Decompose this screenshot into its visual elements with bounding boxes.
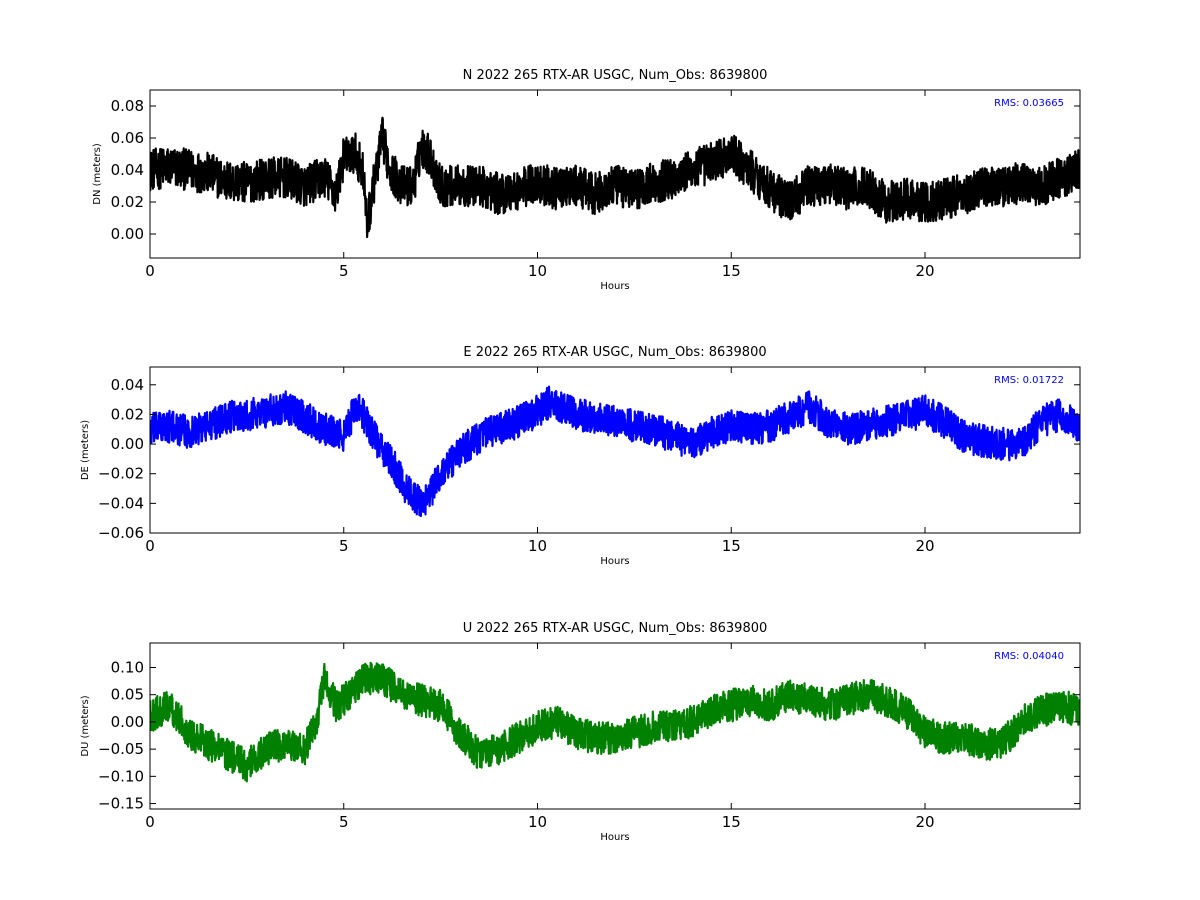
- east-x-tick-label: 20: [915, 537, 934, 555]
- east-y-tick-label: 0.02: [111, 405, 144, 423]
- up-x-tick-label: 20: [915, 813, 934, 831]
- east-y-tick-label: −0.04: [98, 494, 144, 512]
- up-y-tick-label: −0.10: [98, 767, 144, 785]
- east-y-tick-label: 0.00: [111, 435, 144, 453]
- up-y-tick-label: −0.05: [98, 740, 144, 758]
- north-y-tick-label: 0.00: [111, 225, 144, 243]
- north-axes-frame: [149, 89, 1081, 259]
- east-series-line: [150, 385, 1080, 518]
- up-y-tick-label: 0.00: [111, 713, 144, 731]
- north-x-tick-label: 20: [915, 262, 934, 280]
- north-y-axis-label: DN (meters): [92, 143, 103, 205]
- up-y-tick-label: 0.10: [111, 658, 144, 676]
- up-x-axis-label: Hours: [600, 832, 629, 843]
- up-chart-title: U 2022 265 RTX-AR USGC, Num_Obs: 8639800: [463, 621, 768, 636]
- panel-east: 0 5 10 15 20 −0.06 −0.04 −0.02 0.00 0.02 0.04 E 202…: [80, 345, 1081, 567]
- up-x-tick-label: 5: [339, 813, 349, 831]
- north-y-tick-label: 0.02: [111, 193, 144, 211]
- up-y-axis-label: DU (meters): [80, 695, 91, 756]
- up-y-tick-label: 0.05: [111, 686, 144, 704]
- up-y-tick-label: −0.15: [98, 795, 144, 813]
- panel-up: 0 5 10 15 20 −0.15 −0.10 −0.05 0.00 0.05 0.10 U 202…: [80, 621, 1081, 843]
- north-series-line: [150, 116, 1080, 239]
- east-y-tick-label: −0.02: [98, 465, 144, 483]
- north-chart-title: N 2022 265 RTX-AR USGC, Num_Obs: 8639800: [463, 68, 768, 83]
- north-rms-annotation: RMS: 0.03665: [994, 98, 1064, 109]
- north-y-tick-label: 0.08: [111, 97, 144, 115]
- east-x-tick-label: 10: [528, 537, 547, 555]
- north-x-tick-label: 0: [145, 262, 155, 280]
- up-x-tick-label: 15: [722, 813, 741, 831]
- east-x-tick-label: 0: [145, 537, 155, 555]
- east-rms-annotation: RMS: 0.01722: [994, 375, 1064, 386]
- up-x-tick-label: 10: [528, 813, 547, 831]
- east-y-tick-label: 0.04: [111, 376, 144, 394]
- up-axes-frame: [149, 642, 1081, 810]
- east-y-tick-label: −0.06: [98, 524, 144, 542]
- east-x-tick-label: 15: [722, 537, 741, 555]
- up-rms-annotation: RMS: 0.04040: [994, 651, 1064, 662]
- east-x-tick-label: 5: [339, 537, 349, 555]
- north-x-axis-label: Hours: [600, 281, 629, 292]
- north-x-tick-label: 10: [528, 262, 547, 280]
- north-y-tick-label: 0.06: [111, 129, 144, 147]
- panel-north: 0 5 10 15 20 0.00 0.02 0.04 0.06 0.08 N 2022 265 R…: [92, 68, 1081, 292]
- east-y-axis-label: DE (meters): [80, 420, 91, 480]
- east-axes-frame: [149, 366, 1081, 534]
- up-series-line: [150, 661, 1080, 783]
- north-x-tick-label: 15: [722, 262, 741, 280]
- up-x-tick-label: 0: [145, 813, 155, 831]
- east-chart-title: E 2022 265 RTX-AR USGC, Num_Obs: 8639800: [463, 345, 766, 360]
- east-x-axis-label: Hours: [600, 556, 629, 567]
- north-x-tick-label: 5: [339, 262, 349, 280]
- north-y-tick-label: 0.04: [111, 161, 144, 179]
